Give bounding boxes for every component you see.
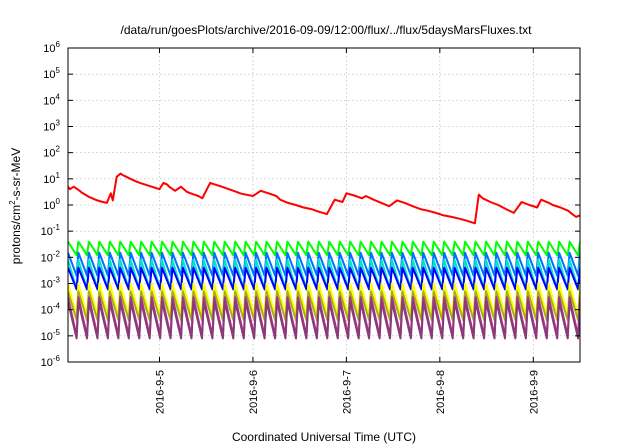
series-line-1 bbox=[68, 172, 580, 225]
y-tick-label: 10-1 bbox=[41, 223, 61, 238]
series-line-9 bbox=[68, 300, 580, 340]
y-tick-label: 104 bbox=[43, 92, 60, 107]
y-tick-exponent: 4 bbox=[56, 92, 61, 101]
y-tick-exponent: -6 bbox=[53, 354, 61, 363]
y-axis-ticks: 10-610-510-410-310-210-11001011021031041… bbox=[41, 40, 580, 369]
y-tick-exponent: 1 bbox=[56, 171, 61, 180]
y-tick-exponent: 0 bbox=[56, 197, 61, 206]
series-group bbox=[68, 172, 580, 340]
y-tick-exponent: 2 bbox=[56, 145, 61, 154]
y-axis-label-rest: -s-sr-MeV bbox=[9, 148, 23, 201]
y-axis-label-sup: 2 bbox=[8, 200, 17, 205]
y-tick-label: 103 bbox=[43, 119, 60, 134]
y-tick-exponent: -5 bbox=[53, 328, 61, 337]
y-tick-exponent: -4 bbox=[53, 302, 61, 311]
y-axis-label: protons/cm2-s-sr-MeV bbox=[8, 148, 23, 264]
x-axis-ticks: 2016-9-5 2016-9-6 2016-9-7 2016-9-8 2016-9-9 bbox=[154, 48, 540, 414]
y-tick-base: 10 bbox=[41, 305, 53, 317]
y-tick-base: 10 bbox=[43, 122, 55, 134]
y-tick-exponent: 6 bbox=[56, 40, 61, 49]
y-tick-label: 102 bbox=[43, 145, 60, 160]
y-tick-label: 10-4 bbox=[41, 302, 61, 317]
y-tick-label: 100 bbox=[43, 197, 60, 212]
chart-title: /data/run/goesPlots/archive/2016-09-09/1… bbox=[121, 23, 533, 37]
y-tick-base: 10 bbox=[41, 331, 53, 343]
x-axis-label: Coordinated Universal Time (UTC) bbox=[232, 430, 416, 444]
series-line-5 bbox=[68, 266, 580, 291]
y-tick-label: 101 bbox=[43, 171, 60, 186]
y-tick-label: 106 bbox=[43, 40, 60, 55]
y-tick-base: 10 bbox=[43, 95, 55, 107]
x-tick-label: 2016-9-5 bbox=[154, 370, 166, 414]
y-axis-label-base: protons/cm bbox=[9, 205, 23, 264]
y-tick-exponent: -3 bbox=[53, 276, 61, 285]
y-tick-base: 10 bbox=[43, 148, 55, 160]
x-tick-label: 2016-9-6 bbox=[248, 370, 260, 414]
x-tick-label: 2016-9-7 bbox=[341, 370, 353, 414]
y-tick-label: 10-5 bbox=[41, 328, 61, 343]
y-tick-label: 105 bbox=[43, 66, 60, 81]
y-tick-base: 10 bbox=[43, 43, 55, 55]
y-tick-base: 10 bbox=[41, 226, 53, 238]
y-tick-base: 10 bbox=[43, 69, 55, 81]
x-tick-label: 2016-9-8 bbox=[435, 370, 447, 414]
y-tick-exponent: 3 bbox=[56, 119, 61, 128]
y-tick-base: 10 bbox=[41, 279, 53, 291]
y-tick-label: 10-2 bbox=[41, 249, 61, 264]
x-tick-label: 2016-9-9 bbox=[528, 370, 540, 414]
y-tick-base: 10 bbox=[43, 200, 55, 212]
y-tick-base: 10 bbox=[41, 357, 53, 369]
y-tick-label: 10-3 bbox=[41, 276, 61, 291]
y-tick-base: 10 bbox=[43, 174, 55, 186]
y-tick-exponent: -2 bbox=[53, 249, 61, 258]
y-tick-label: 10-6 bbox=[41, 354, 61, 369]
y-tick-exponent: 5 bbox=[56, 66, 61, 75]
y-tick-base: 10 bbox=[41, 252, 53, 264]
y-tick-exponent: -1 bbox=[53, 223, 61, 232]
series-line-2 bbox=[68, 240, 580, 257]
